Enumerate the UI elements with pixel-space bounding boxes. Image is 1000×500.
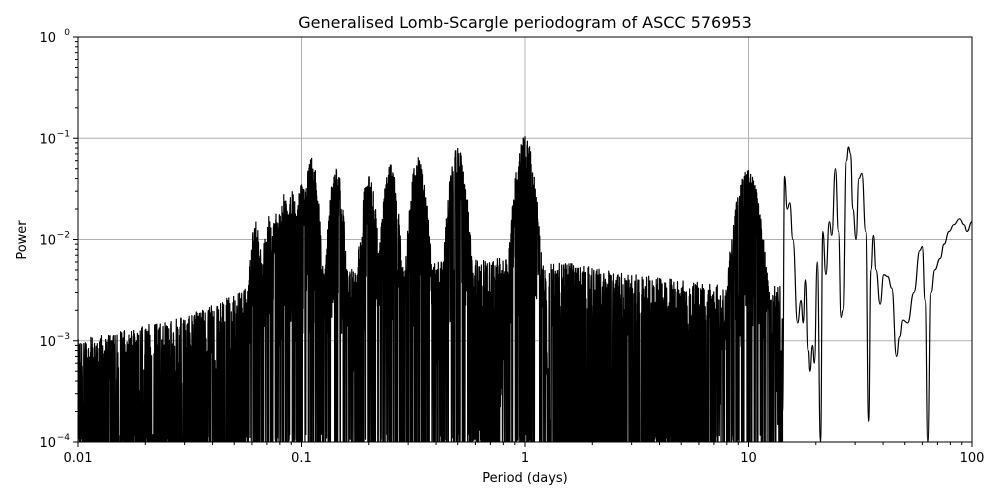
x-tick-label: 1: [521, 451, 529, 466]
x-tick-label: 100: [960, 451, 985, 466]
x-tick-label: 0.1: [291, 451, 312, 466]
x-axis-label: Period (days): [482, 471, 568, 486]
chart-title: Generalised Lomb-Scargle periodogram of …: [298, 13, 752, 32]
y-tick-exponent: −2: [57, 231, 70, 241]
y-tick-exponent: −3: [57, 332, 70, 342]
y-tick-label: 10: [39, 436, 56, 451]
y-tick-label: 10: [39, 31, 56, 46]
plot-area: [78, 136, 972, 442]
x-tick-label: 0.01: [64, 451, 93, 466]
y-tick-label: 10: [39, 132, 56, 147]
y-tick-exponent: −4: [57, 433, 71, 443]
y-tick-label: 10: [39, 234, 56, 249]
x-axis-ticks: 0.01 0.1 1 10 100: [64, 442, 985, 466]
x-tick-label: 10: [740, 451, 757, 466]
y-tick-exponent: −1: [57, 129, 70, 139]
y-tick-label: 10: [39, 335, 56, 350]
y-axis-label: Power: [15, 220, 30, 260]
y-tick-exponent: 0: [64, 28, 70, 38]
power-series-line: [78, 136, 972, 442]
